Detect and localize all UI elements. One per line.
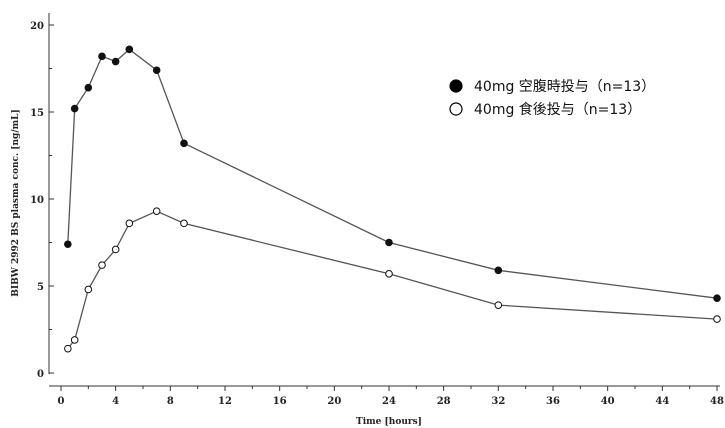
data-point [98, 52, 106, 61]
y-axis: 0 5 10 15 20 [30, 13, 54, 380]
legend-label: 40mg 空腹時投与（n=13） [474, 78, 655, 95]
data-point [385, 270, 393, 278]
x-tick-label: 40 [601, 396, 615, 407]
data-point [64, 240, 72, 249]
series-2 [64, 207, 721, 353]
x-tick-label: 4 [112, 396, 119, 407]
x-tick-label: 36 [546, 396, 560, 407]
y-tick-label: 5 [37, 282, 44, 293]
y-axis-title: BIBW 2992 BS plasma conc. [ng/mL] [11, 109, 21, 296]
x-tick-label: 0 [58, 396, 65, 407]
x-tick-label: 28 [437, 396, 451, 407]
x-tick-label: 48 [710, 396, 724, 407]
series-layer [64, 45, 721, 353]
x-tick-label: 32 [491, 396, 505, 407]
data-point [111, 245, 120, 254]
data-point [713, 315, 721, 323]
data-point [713, 294, 721, 302]
data-point [152, 207, 161, 215]
data-point [180, 139, 188, 148]
data-point [494, 266, 503, 275]
legend-label: 40mg 食後投与（n=13） [474, 101, 641, 118]
data-point [180, 219, 188, 228]
y-tick-label: 15 [30, 108, 44, 119]
data-point [70, 336, 79, 344]
x-axis: 0 4 8 12 16 20 24 28 32 36 40 44 48 [49, 385, 724, 407]
x-tick-label: 20 [327, 396, 341, 407]
data-point [125, 219, 134, 228]
data-point [125, 45, 134, 54]
data-point [64, 344, 72, 353]
data-point [111, 57, 120, 66]
y-tick-label: 10 [30, 195, 44, 206]
data-point [98, 261, 106, 269]
filled-circle-icon [449, 79, 463, 93]
y-tick-label: 20 [30, 21, 44, 32]
y-tick-label: 0 [37, 369, 44, 380]
data-point [385, 238, 393, 247]
x-tick-label: 44 [655, 396, 669, 407]
legend: 40mg 空腹時投与（n=13） 40mg 食後投与（n=13） [449, 78, 655, 118]
x-tick-label: 16 [273, 396, 287, 407]
x-tick-label: 24 [382, 396, 396, 407]
x-tick-label: 12 [218, 396, 232, 407]
series-line [67, 210, 718, 350]
data-point [152, 66, 161, 75]
data-point [84, 285, 93, 294]
open-circle-icon [449, 102, 463, 116]
data-point [84, 83, 93, 92]
x-tick-label: 8 [167, 396, 174, 407]
series-1 [64, 45, 721, 302]
data-point [494, 301, 503, 309]
data-point [70, 104, 79, 113]
x-axis-title: Time [hours] [356, 417, 422, 427]
